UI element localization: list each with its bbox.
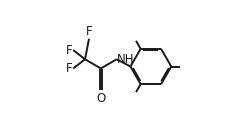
- Text: F: F: [86, 25, 92, 38]
- Text: F: F: [65, 43, 72, 57]
- Text: O: O: [96, 92, 105, 105]
- Text: NH: NH: [117, 53, 134, 66]
- Text: F: F: [65, 62, 72, 75]
